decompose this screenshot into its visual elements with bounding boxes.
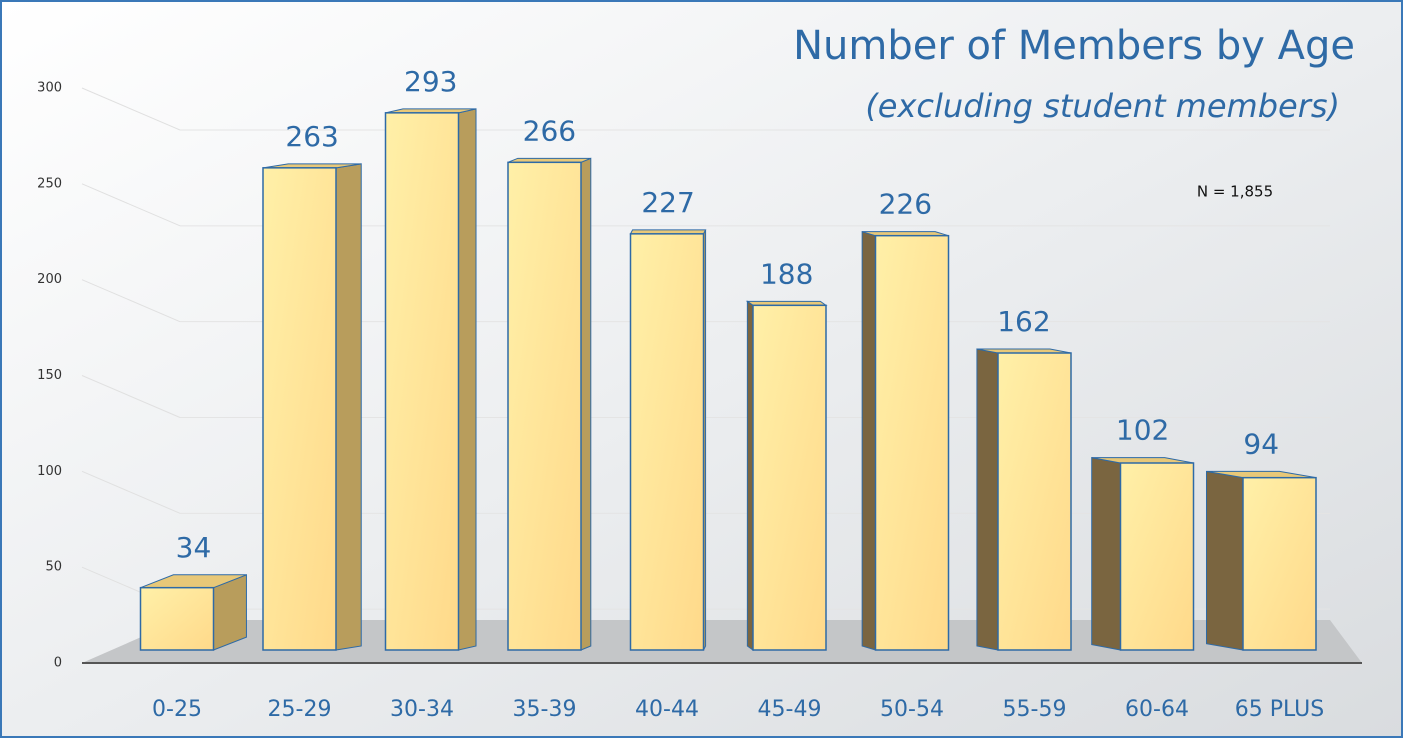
bar — [507, 161, 582, 651]
bar-side — [976, 348, 999, 651]
x-tick-label: 25-29 — [268, 697, 332, 722]
x-tick-label: 35-39 — [513, 697, 577, 722]
value-label: 226 — [879, 188, 932, 221]
x-tick-label: 50-54 — [880, 697, 944, 722]
y-tick-label: 300 — [37, 81, 62, 96]
x-tick-label: 40-44 — [635, 697, 699, 722]
value-label: 188 — [760, 257, 813, 290]
bar — [629, 233, 705, 651]
annotation: N = 1,855 — [1197, 183, 1273, 201]
y-tick-label: 250 — [37, 176, 62, 191]
value-label: 34 — [176, 531, 212, 564]
bar-side — [746, 300, 754, 651]
value-label: 162 — [997, 305, 1050, 338]
x-tick-label: 30-34 — [390, 697, 454, 722]
x-tick-label: 65 PLUS — [1235, 697, 1324, 722]
value-label: 293 — [404, 65, 457, 98]
bar-side — [580, 157, 592, 651]
bar-side — [1091, 457, 1121, 651]
x-tick-label: 45-49 — [758, 697, 822, 722]
grid-line — [81, 375, 181, 418]
value-label: 227 — [641, 186, 694, 219]
grid-line — [81, 279, 181, 323]
bar — [997, 352, 1072, 651]
bar-side — [335, 163, 362, 651]
y-tick-label: 150 — [37, 368, 62, 383]
chart-title: Number of Members by Age — [793, 23, 1355, 69]
bar-side — [1205, 470, 1244, 651]
y-tick-label: 100 — [37, 464, 62, 479]
value-label: 102 — [1116, 414, 1169, 447]
value-label: 266 — [523, 114, 576, 147]
bar-side — [861, 230, 876, 651]
grid-line — [81, 470, 181, 514]
x-tick-label: 55-59 — [1003, 697, 1067, 722]
bar — [262, 167, 337, 651]
grid-line — [81, 87, 181, 131]
bar — [1242, 476, 1317, 651]
value-label: 94 — [1243, 427, 1279, 460]
bar — [1119, 462, 1195, 651]
bar — [384, 112, 460, 651]
y-tick-label: 200 — [37, 272, 62, 287]
x-tick-label: 60-64 — [1125, 697, 1189, 722]
x-tick-label: 0-25 — [152, 697, 202, 722]
bar — [139, 586, 215, 651]
value-label: 263 — [285, 120, 338, 153]
y-tick-label: 50 — [45, 560, 62, 575]
grid-line — [81, 183, 181, 227]
bar — [874, 234, 950, 651]
bar — [752, 304, 827, 651]
y-tick-label: 0 — [54, 656, 62, 671]
bar-side — [458, 108, 477, 651]
chart-subtitle: (excluding student members) — [865, 87, 1340, 125]
